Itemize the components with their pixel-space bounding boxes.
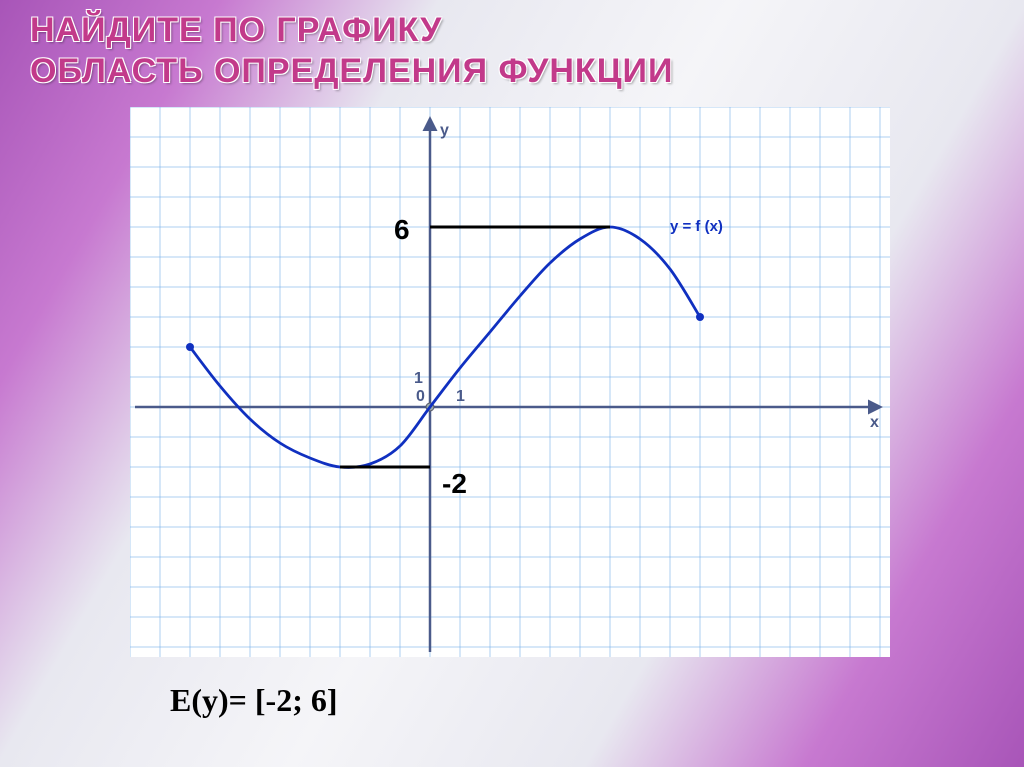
function-chart: 011xyy = f (x)6-2 xyxy=(130,107,890,657)
svg-text:-2: -2 xyxy=(442,468,467,499)
title-line-1: НАЙДИТЕ ПО ГРАФИКУ xyxy=(30,10,994,51)
answer-text: E(y)= [-2; 6] xyxy=(170,682,338,719)
slide: НАЙДИТЕ ПО ГРАФИКУ ОБЛАСТЬ ОПРЕДЕЛЕНИЯ Ф… xyxy=(0,0,1024,767)
chart-container: 011xyy = f (x)6-2 xyxy=(130,107,890,657)
title-line-2: ОБЛАСТЬ ОПРЕДЕЛЕНИЯ ФУНКЦИИ xyxy=(30,51,994,92)
svg-text:x: x xyxy=(870,414,879,431)
svg-text:y: y xyxy=(440,122,449,139)
svg-text:y = f (x): y = f (x) xyxy=(670,218,723,235)
svg-text:6: 6 xyxy=(394,214,410,245)
svg-text:1: 1 xyxy=(414,370,423,387)
slide-title: НАЙДИТЕ ПО ГРАФИКУ ОБЛАСТЬ ОПРЕДЕЛЕНИЯ Ф… xyxy=(0,0,1024,97)
svg-text:1: 1 xyxy=(456,388,465,405)
svg-text:0: 0 xyxy=(416,388,425,405)
